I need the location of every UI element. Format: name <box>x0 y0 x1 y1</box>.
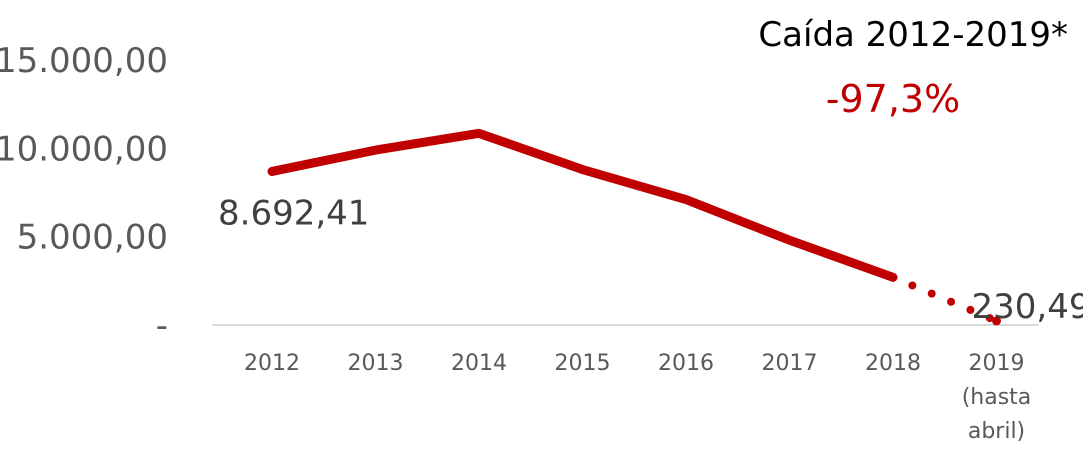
series-line-dotted <box>889 273 1001 325</box>
y-axis: - 5.000,00 10.000,00 15.000,00 <box>0 41 168 346</box>
data-point <box>992 316 1001 326</box>
x-tick-label: 2013 <box>348 351 404 376</box>
x-axis: 2012 2013 2014 2015 2016 2017 2018 2019 (hasta ab… <box>244 351 1031 444</box>
x-tick-label: 2016 <box>658 351 714 376</box>
x-tick-label: 2017 <box>762 351 818 376</box>
x-tick-label: (hasta <box>962 385 1032 410</box>
y-tick-label: - <box>156 306 168 346</box>
annotation-value: -97,3% <box>826 77 960 121</box>
x-tick-label: 2012 <box>244 351 300 376</box>
x-tick-label: 2019 <box>969 351 1025 376</box>
data-labels: 8.692,41 230,49 <box>218 193 1083 326</box>
annotation-title: Caída 2012-2019* <box>758 15 1068 55</box>
data-label: 8.692,41 <box>218 193 369 233</box>
x-tick-label: abril) <box>968 419 1025 444</box>
series-line <box>267 128 1001 326</box>
series-line-solid <box>267 128 898 282</box>
x-tick-label: 2015 <box>555 351 611 376</box>
x-tick-label: 2018 <box>865 351 921 376</box>
y-tick-label: 10.000,00 <box>0 129 168 169</box>
y-tick-label: 15.000,00 <box>0 41 168 81</box>
data-label: 230,49 <box>972 287 1083 327</box>
x-tick-label: 2014 <box>451 351 507 376</box>
y-tick-label: 5.000,00 <box>17 218 168 258</box>
